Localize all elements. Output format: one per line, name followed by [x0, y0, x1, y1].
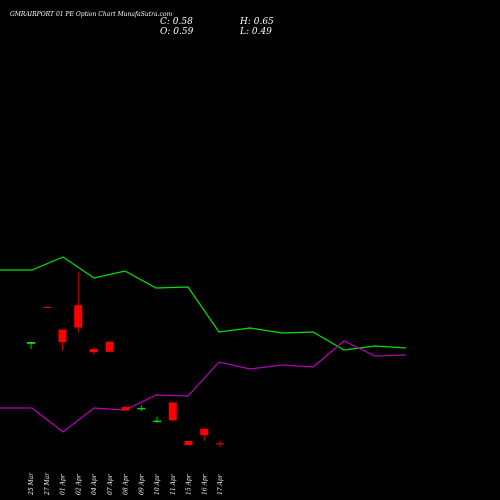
- candle-body: [184, 440, 193, 445]
- x-tick-label: 09 Apr: [138, 473, 145, 495]
- candlesticks: [27, 272, 224, 448]
- close-value: C: 0.58: [160, 17, 193, 27]
- x-tick-label: 17 Apr: [217, 473, 224, 495]
- x-tick-label: 02 Apr: [75, 473, 82, 495]
- x-tick-label: 27 Mar: [44, 472, 51, 496]
- high-value: H: 0.65: [240, 17, 274, 27]
- low-value: L: 0.49: [240, 27, 272, 37]
- indicator-lines: [0, 256, 407, 433]
- x-tick-label: 25 Mar: [28, 472, 35, 496]
- x-tick-label: 01 Apr: [60, 473, 67, 495]
- x-tick-label: 15 Apr: [186, 473, 193, 495]
- x-tick-label: 04 Apr: [91, 473, 98, 495]
- x-tick-label: 16 Apr: [201, 473, 208, 495]
- candle-body: [90, 348, 98, 353]
- x-axis-labels: 25 Mar 27 Mar 01 Apr 02 Apr 04 Apr 07 Apr 08 A…: [28, 472, 224, 496]
- x-tick-label: 08 Apr: [123, 473, 130, 495]
- candle-body: [216, 443, 224, 445]
- candle-body: [168, 402, 177, 421]
- candle-body: [200, 428, 209, 436]
- x-tick-label: 07 Apr: [107, 473, 114, 495]
- candle-body: [153, 420, 161, 422]
- chart-title: GMRAIRPORT 01 PE Option Chart MunafaSutr…: [10, 11, 173, 18]
- candle-body: [27, 342, 35, 344]
- open-value: O: 0.59: [160, 27, 194, 37]
- candle-body: [137, 408, 146, 410]
- indicator-line-2: [0, 340, 407, 433]
- candle-body: [58, 329, 67, 343]
- x-tick-label: 10 Apr: [154, 473, 161, 495]
- candle-body: [121, 406, 130, 411]
- candle-body: [105, 341, 114, 352]
- x-tick-label: 11 Apr: [170, 473, 177, 495]
- indicator-line-1: [0, 256, 407, 351]
- candle-body: [42, 306, 51, 308]
- candle-body: [74, 305, 83, 328]
